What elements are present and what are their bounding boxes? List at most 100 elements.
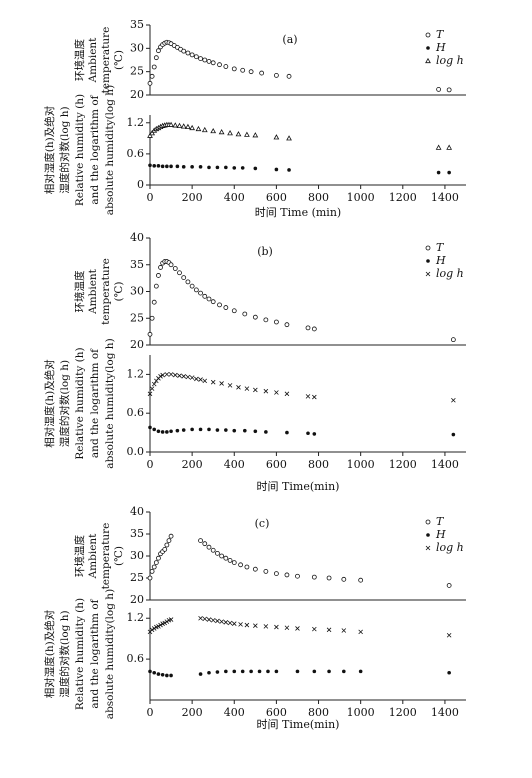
- data-point: [202, 378, 208, 384]
- data-point: [238, 622, 243, 627]
- y-tick-label: 1.2: [127, 611, 145, 624]
- data-point: [147, 132, 153, 138]
- data-point: [274, 167, 279, 172]
- data-point: [284, 322, 290, 328]
- data-point: [312, 394, 317, 400]
- data-point: [312, 432, 317, 436]
- data-point: [164, 619, 170, 624]
- data-point: [160, 430, 165, 434]
- y-tick-label: 30: [130, 41, 144, 54]
- data-point: [151, 564, 157, 570]
- x-tick-label: 1400: [431, 458, 459, 471]
- panel-title: (b): [257, 245, 273, 258]
- x-tick-label: 0: [147, 706, 154, 719]
- data-point: [210, 299, 216, 305]
- legend-label: log h: [436, 541, 464, 554]
- data-point: [147, 331, 153, 337]
- panel-title: (c): [255, 517, 270, 530]
- data-point: [165, 673, 169, 678]
- data-point: [193, 54, 199, 60]
- y-axis-label: (℃): [113, 282, 125, 302]
- y-axis-label: absolute humidity(log h): [104, 589, 116, 719]
- y-axis-label: 相对湿度(h)及绝对: [43, 609, 56, 698]
- data-point: [210, 547, 216, 553]
- data-point: [295, 669, 300, 674]
- data-point: [223, 620, 229, 625]
- data-point: [206, 296, 212, 302]
- data-point: [312, 669, 317, 674]
- data-point: [218, 128, 225, 135]
- legend-label: H: [435, 528, 446, 541]
- y-axis-label: Ambient: [87, 268, 99, 315]
- data-point: [263, 388, 269, 394]
- data-point: [207, 427, 211, 432]
- data-point: [169, 429, 173, 434]
- data-point: [206, 59, 212, 64]
- y-axis-label: Relative humidity (h): [74, 94, 86, 206]
- data-point: [151, 299, 157, 305]
- x-tick-label: 1200: [389, 706, 417, 719]
- x-tick-label: 1200: [389, 458, 417, 471]
- legend-marker: [425, 519, 431, 525]
- data-point: [326, 627, 332, 633]
- data-point: [342, 669, 346, 674]
- data-point: [160, 372, 165, 378]
- data-point: [156, 273, 161, 278]
- data-point: [259, 70, 265, 76]
- data-point: [274, 669, 279, 674]
- data-point: [202, 541, 208, 547]
- legend-marker: [425, 271, 431, 277]
- data-point: [190, 165, 194, 169]
- data-point: [232, 669, 237, 674]
- data-point: [284, 625, 290, 631]
- data-point: [162, 620, 168, 626]
- y-tick-label: 40: [130, 231, 144, 244]
- data-point: [253, 623, 258, 629]
- data-point: [160, 164, 165, 169]
- data-point: [244, 622, 250, 628]
- data-point: [153, 560, 159, 565]
- x-tick-label: 400: [224, 458, 245, 471]
- data-point: [231, 66, 237, 72]
- data-point: [257, 669, 262, 674]
- data-point: [149, 386, 155, 391]
- data-point: [232, 166, 237, 170]
- y-tick-label: 0.0: [127, 445, 145, 458]
- data-point: [210, 617, 216, 623]
- y-axis-label: temperature: [100, 27, 112, 94]
- data-point: [181, 374, 186, 379]
- data-point: [201, 126, 208, 133]
- data-point: [202, 57, 208, 63]
- data-point: [202, 616, 208, 622]
- y-tick-label: 25: [130, 571, 144, 584]
- data-point: [149, 130, 155, 136]
- legend-label: log h: [436, 54, 464, 67]
- y-axis-label: Ambient: [87, 37, 99, 84]
- y-axis-label: 环境温度: [73, 270, 86, 312]
- y-axis-label: 环境温度: [73, 535, 86, 577]
- data-point: [164, 542, 170, 548]
- data-point: [210, 60, 216, 66]
- data-point: [235, 131, 242, 137]
- y-tick-label: 20: [130, 338, 144, 351]
- legend-marker: [426, 46, 430, 50]
- x-tick-label: 800: [308, 458, 329, 471]
- data-point: [185, 374, 191, 380]
- data-point: [152, 670, 157, 675]
- data-point: [207, 670, 211, 675]
- y-axis-label: Ambient: [87, 533, 99, 580]
- y-tick-label: 1.2: [127, 116, 145, 129]
- y-tick-label: 1.2: [127, 367, 145, 380]
- data-point: [185, 279, 191, 285]
- data-point: [175, 428, 180, 433]
- data-point: [358, 629, 363, 635]
- x-tick-label: 200: [182, 458, 203, 471]
- data-point: [165, 430, 169, 434]
- x-tick-label: 600: [266, 191, 287, 204]
- y-axis-label: temperature: [100, 258, 112, 325]
- data-point: [436, 170, 441, 175]
- data-point: [305, 325, 311, 331]
- data-point: [242, 311, 248, 317]
- data-point: [148, 163, 152, 168]
- data-point: [249, 669, 253, 674]
